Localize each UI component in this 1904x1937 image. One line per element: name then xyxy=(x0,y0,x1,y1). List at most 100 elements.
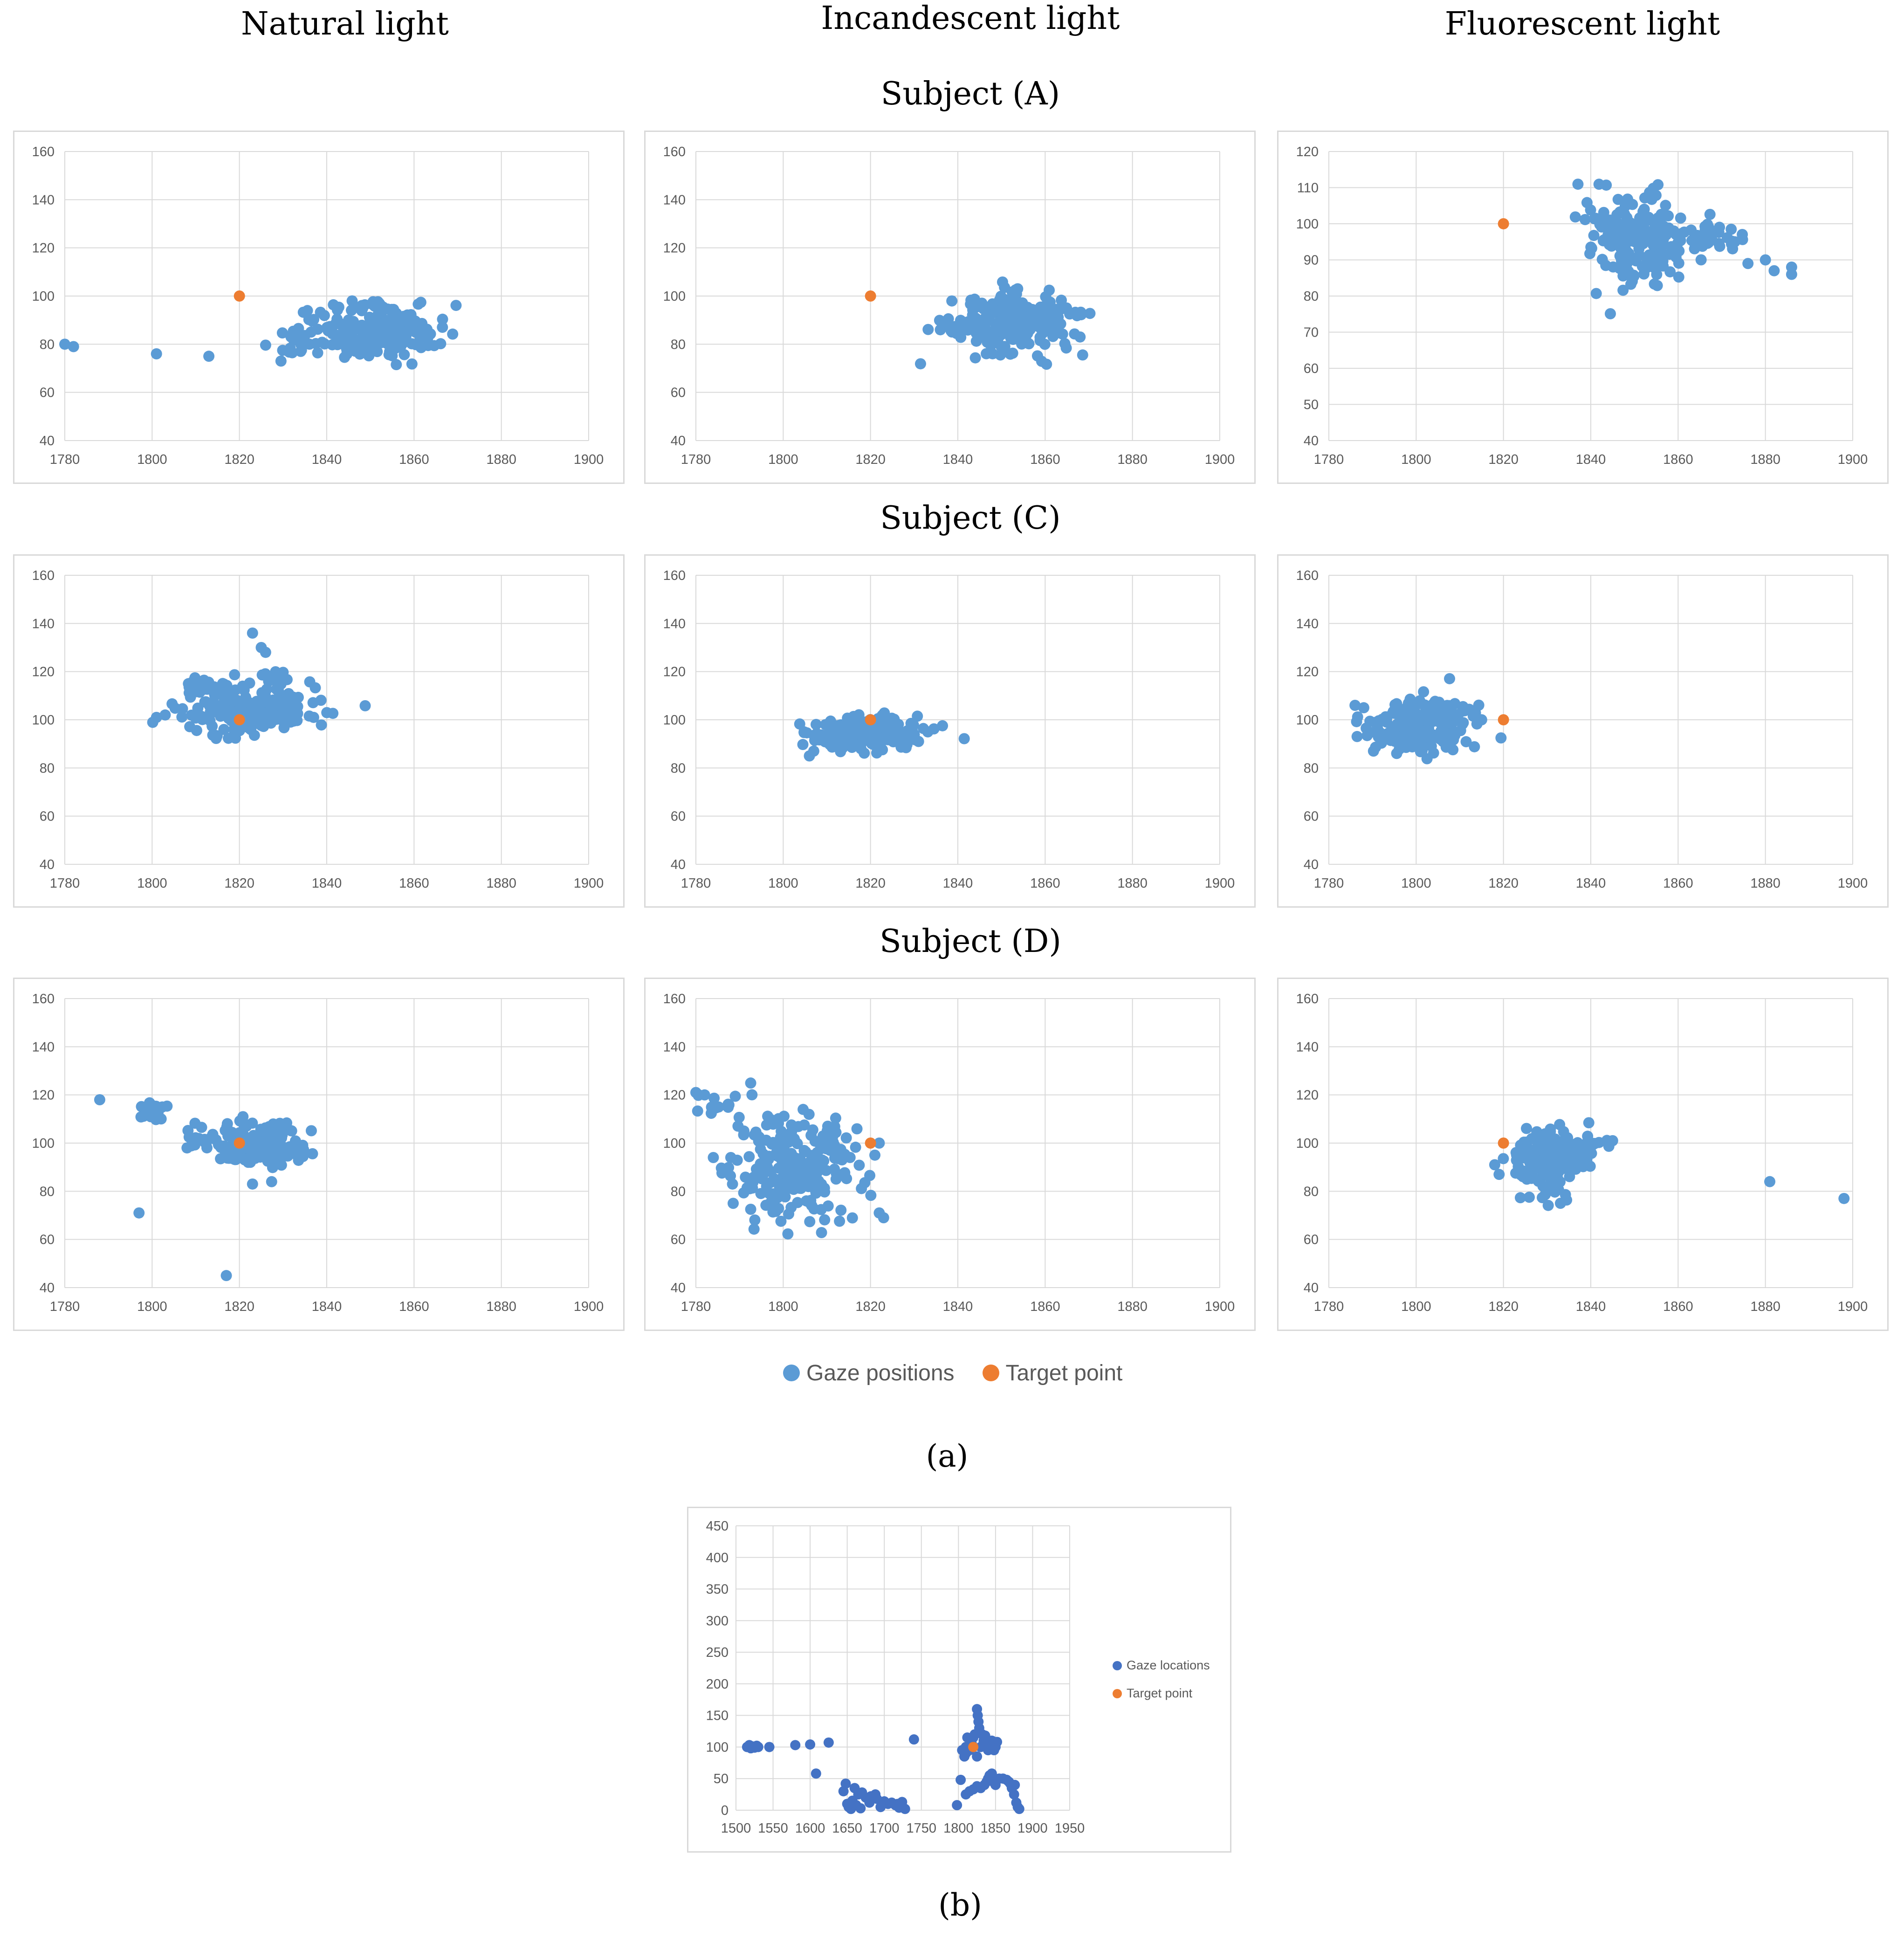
gaze-point xyxy=(992,1737,1003,1747)
gaze-point xyxy=(354,348,366,360)
gaze-point xyxy=(422,340,434,352)
gaze-point xyxy=(1006,328,1018,339)
gaze-point xyxy=(708,1092,720,1104)
gaze-point xyxy=(1351,731,1363,742)
gaze-point xyxy=(1457,718,1468,730)
gaze-point xyxy=(841,719,852,731)
x-tick-label: 1880 xyxy=(486,1299,516,1314)
gaze-point xyxy=(276,327,288,339)
gaze-point xyxy=(197,714,208,725)
subject-title-a: Subject (A) xyxy=(880,76,1060,112)
gaze-point xyxy=(247,627,258,639)
gaze-point xyxy=(810,719,822,731)
subject-title-d: Subject (D) xyxy=(880,923,1061,960)
gaze-point xyxy=(999,282,1010,293)
gaze-point xyxy=(312,347,323,358)
gaze-point xyxy=(307,1148,318,1159)
y-tick-label: 160 xyxy=(1296,568,1319,583)
gaze-point xyxy=(1586,1148,1597,1159)
gaze-point xyxy=(864,1170,876,1181)
x-tick-label: 1900 xyxy=(1838,452,1868,467)
gaze-point xyxy=(371,346,383,358)
gaze-point xyxy=(1007,308,1019,319)
gaze-point xyxy=(823,1737,834,1748)
gaze-point xyxy=(706,1102,717,1113)
x-tick-label: 1780 xyxy=(1314,876,1344,891)
y-tick-label: 80 xyxy=(1304,289,1319,304)
gaze-point xyxy=(391,310,403,322)
gaze-point xyxy=(203,351,215,362)
gaze-point xyxy=(192,703,204,714)
gaze-point xyxy=(359,299,371,310)
gaze-point xyxy=(1440,741,1452,753)
gaze-point xyxy=(1391,748,1402,759)
gaze-point xyxy=(1645,214,1657,226)
legend-b-target: Target point xyxy=(1113,1686,1192,1701)
target-point xyxy=(968,1742,979,1752)
gaze-point xyxy=(183,678,194,689)
y-tick-label: 100 xyxy=(32,289,55,304)
x-tick-label: 1860 xyxy=(399,876,429,891)
gaze-point xyxy=(832,729,844,740)
gaze-point xyxy=(914,358,926,370)
gaze-point xyxy=(406,358,418,370)
scatter-svg: 1780 1800 1820 1840 1860 1880 1900 40 60 80 100 120… xyxy=(32,568,604,891)
legend-b-target-label: Target point xyxy=(1127,1686,1193,1700)
gaze-point xyxy=(1615,255,1627,267)
y-tick-label: 40 xyxy=(40,1281,55,1296)
gaze-point xyxy=(1445,729,1457,740)
gaze-point xyxy=(1416,745,1428,757)
gaze-point xyxy=(949,324,960,336)
gaze-point xyxy=(1617,284,1629,296)
y-tick-label: 120 xyxy=(663,241,686,256)
gaze-point xyxy=(247,1178,258,1190)
y-tick-label: 100 xyxy=(706,1740,729,1755)
gaze-point xyxy=(1009,1789,1019,1800)
gaze-point xyxy=(722,1102,734,1113)
gaze-point xyxy=(1526,1169,1538,1181)
legend-gaze: Gaze positions xyxy=(783,1360,955,1386)
gaze-point xyxy=(829,1164,840,1175)
gaze-point xyxy=(819,1214,831,1226)
gaze-point xyxy=(1370,717,1382,729)
x-tick-label: 1860 xyxy=(1663,452,1693,467)
gaze-point xyxy=(155,1113,167,1125)
gaze-point xyxy=(1583,1117,1595,1129)
gaze-point xyxy=(775,1215,787,1227)
gaze-point xyxy=(1358,702,1369,714)
gaze-point xyxy=(808,730,820,741)
scatter-svg: 1780 1800 1820 1840 1860 1880 1900 40 50 60 70 80 90… xyxy=(1296,145,1868,467)
x-tick-label: 1550 xyxy=(758,1821,788,1836)
y-tick-label: 100 xyxy=(1296,1136,1319,1151)
gaze-point xyxy=(990,305,1002,317)
x-tick-label: 1880 xyxy=(486,452,516,467)
gaze-point xyxy=(900,1804,910,1814)
gaze-point xyxy=(1548,1158,1560,1169)
legend-a: Gaze positions Target point xyxy=(783,1354,1122,1392)
gaze-point xyxy=(260,339,271,351)
gaze-point xyxy=(315,306,326,318)
gaze-point xyxy=(1838,1193,1850,1204)
x-tick-label: 1820 xyxy=(855,1299,886,1314)
x-tick-label: 1780 xyxy=(1314,452,1344,467)
x-tick-label: 1840 xyxy=(1576,452,1606,467)
legend-b-gaze: Gaze locations xyxy=(1113,1658,1210,1673)
gaze-point xyxy=(1608,261,1619,273)
gaze-point xyxy=(851,1123,863,1135)
gaze-point xyxy=(1703,237,1714,248)
gaze-point xyxy=(853,1159,865,1171)
scatter-svg: 1780 1800 1820 1840 1860 1880 1900 40 60 80 100 120… xyxy=(663,568,1235,891)
gaze-point xyxy=(375,299,386,311)
x-tick-label: 1780 xyxy=(681,452,711,467)
gaze-point xyxy=(811,1180,823,1192)
x-tick-label: 1900 xyxy=(1838,876,1868,891)
gaze-point xyxy=(1569,211,1581,223)
x-tick-label: 1820 xyxy=(224,452,254,467)
gaze-point xyxy=(1561,1194,1573,1206)
gaze-point xyxy=(856,1183,867,1194)
gaze-point xyxy=(1075,309,1087,321)
chart-panel-d-incandescent: 1780 1800 1820 1840 1860 1880 1900 40 60 80 100 120… xyxy=(644,978,1256,1331)
y-tick-label: 60 xyxy=(1304,809,1319,824)
gaze-point xyxy=(206,720,218,732)
target-marker-b-icon xyxy=(1113,1689,1122,1698)
